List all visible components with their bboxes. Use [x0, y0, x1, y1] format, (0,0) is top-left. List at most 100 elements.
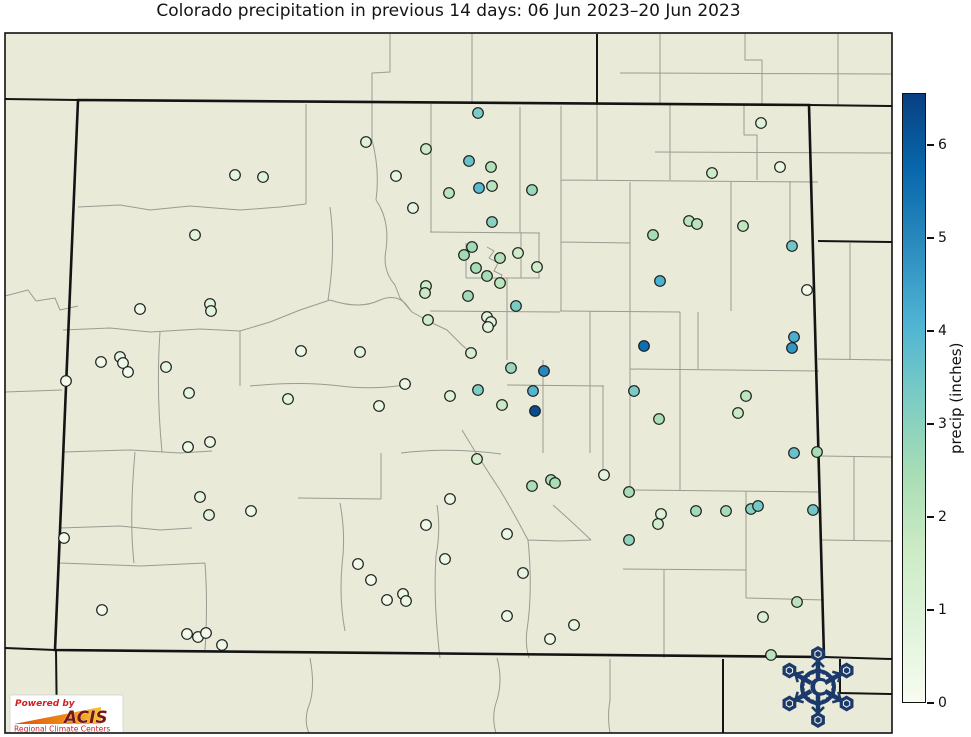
station-dot: [505, 362, 517, 374]
colorbar-ticks: 0 1 2 3 4 5 6: [927, 93, 971, 711]
station-dot: [473, 182, 485, 194]
station-dot: [360, 136, 372, 148]
station-dot: [354, 346, 366, 358]
station-dot: [486, 180, 498, 192]
station-dot: [95, 356, 107, 368]
station-dot: [381, 594, 393, 606]
station-dot: [458, 249, 470, 261]
station-dot: [647, 229, 659, 241]
station-dot: [352, 558, 364, 570]
station-dot: [757, 611, 769, 623]
station-dot: [527, 385, 539, 397]
station-dot: [481, 270, 493, 282]
station-dot: [691, 218, 703, 230]
station-dot: [96, 604, 108, 616]
colorbar-tick-label: 4: [938, 323, 947, 340]
station-dot: [807, 504, 819, 516]
acis-logo: Powered by ACIS Regional Climate Centers: [9, 694, 124, 734]
station-dot: [512, 247, 524, 259]
colorbar-tick-mark: [927, 144, 934, 146]
station-dot: [407, 202, 419, 214]
colorbar-tick: 1: [927, 602, 947, 619]
station-dot: [229, 169, 241, 181]
map-background: [5, 33, 892, 733]
axes-frame: [4, 32, 893, 734]
station-dot: [282, 393, 294, 405]
colorbar-tick-label: 6: [938, 137, 947, 154]
figure-title: Colorado precipitation in previous 14 da…: [156, 1, 741, 21]
station-dot: [122, 366, 134, 378]
station-dot: [526, 184, 538, 196]
station-dot: [205, 305, 217, 317]
station-dot: [628, 385, 640, 397]
station-dot: [549, 477, 561, 489]
station-dot: [655, 508, 667, 520]
station-dot: [463, 155, 475, 167]
station-dot: [182, 441, 194, 453]
station-dot: [623, 534, 635, 546]
station-dot: [422, 314, 434, 326]
station-dot: [654, 275, 666, 287]
colorbar-label: precip (inches): [947, 342, 965, 454]
station-dot: [623, 486, 635, 498]
station-dot: [203, 509, 215, 521]
station-dot: [58, 532, 70, 544]
station-dot: [400, 595, 412, 607]
station-dot: [117, 357, 129, 369]
colorbar-tick: 3: [927, 416, 947, 432]
station-dot: [653, 413, 665, 425]
station-dot: [486, 216, 498, 228]
station-dot: [485, 161, 497, 173]
station-dot: [472, 107, 484, 119]
acis-name: ACIS: [62, 708, 108, 728]
station-dot: [420, 519, 432, 531]
station-dot: [472, 384, 484, 396]
colorbar-tick-label: 1: [938, 602, 947, 619]
station-dot: [439, 553, 451, 565]
station-dot: [295, 345, 307, 357]
station-dot: [755, 117, 767, 129]
station-dot: [732, 407, 744, 419]
station-dot: [598, 469, 610, 481]
station-dot: [399, 378, 411, 390]
station-dot: [465, 347, 477, 359]
colorbar-tick-mark: [927, 516, 934, 518]
station-dot: [690, 505, 702, 517]
station-dot: [501, 528, 513, 540]
colorbar-tick-mark: [927, 237, 934, 239]
station-dot: [538, 365, 550, 377]
station-dot: [444, 390, 456, 402]
station-dot: [786, 342, 798, 354]
neighbor-state-borders: [4, 34, 893, 734]
station-dot: [245, 505, 257, 517]
station-dot: [390, 170, 402, 182]
station-dot: [531, 261, 543, 273]
station-dot: [517, 567, 529, 579]
station-dot: [720, 505, 732, 517]
station-dot: [568, 619, 580, 631]
station-dot: [638, 340, 650, 352]
station-dot: [791, 596, 803, 608]
colorbar-tick: 6: [927, 137, 947, 154]
colorbar-gradient: [902, 93, 926, 703]
station-dot: [365, 574, 377, 586]
station-dot: [257, 171, 269, 183]
station-dot: [373, 400, 385, 412]
colorbar-tick: 4: [927, 323, 947, 340]
station-dot: [183, 387, 195, 399]
station-layer: [58, 107, 823, 661]
colorbar-tick-label: 2: [938, 509, 947, 526]
colorbar-tick-mark: [927, 423, 934, 425]
station-dot: [194, 491, 206, 503]
station-dot: [526, 480, 538, 492]
station-dot: [740, 390, 752, 402]
station-dot: [737, 220, 749, 232]
station-dot: [752, 500, 764, 512]
station-dot: [181, 628, 193, 640]
colorbar-tick: 5: [927, 230, 947, 246]
station-dot: [189, 229, 201, 241]
station-dot: [529, 405, 541, 417]
station-dot: [801, 284, 813, 296]
station-dot: [774, 161, 786, 173]
